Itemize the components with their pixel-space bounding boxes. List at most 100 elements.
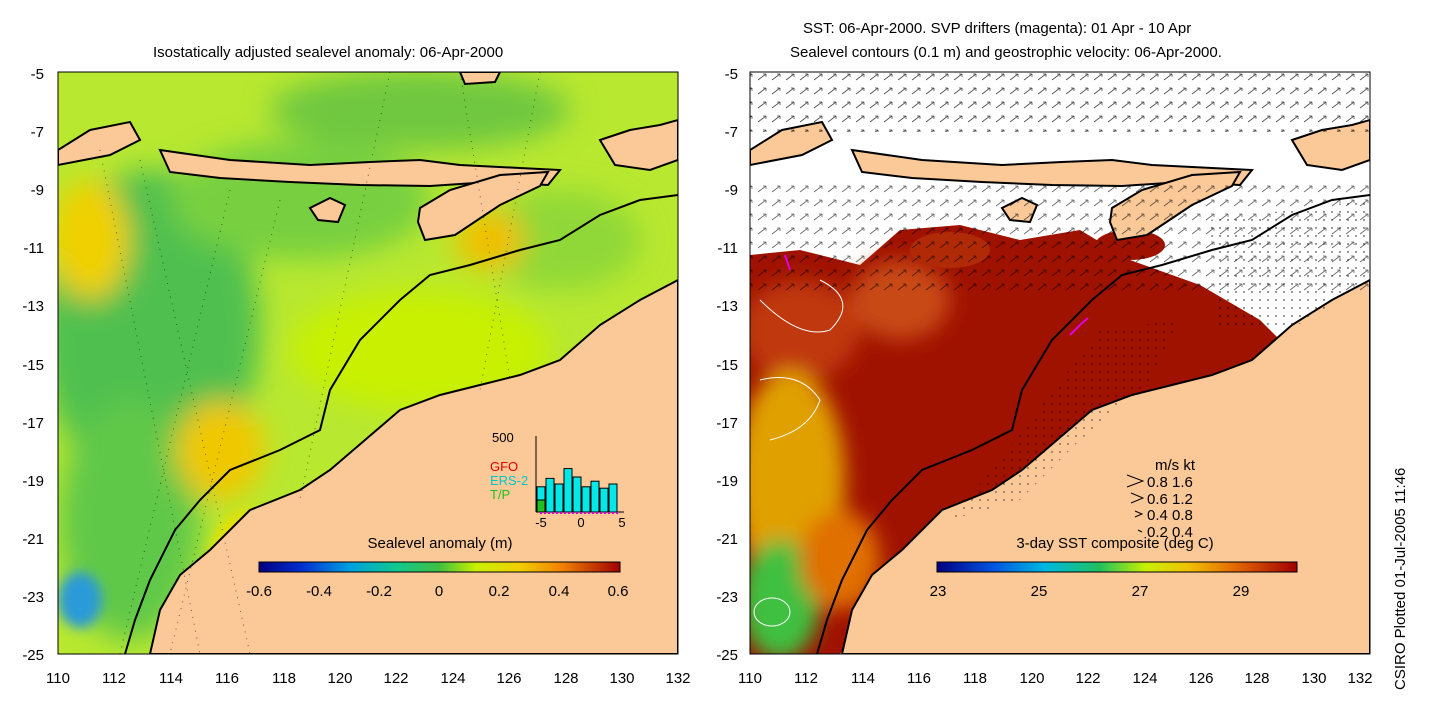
right-colorbar-ticks: 23 25 27 29 xyxy=(930,583,1250,600)
right-xtick: 126 xyxy=(1188,670,1213,687)
right-ytick: -5 xyxy=(725,66,738,83)
hist-xlabel: 0 xyxy=(577,515,584,530)
right-ytick: -21 xyxy=(716,531,738,548)
right-xtick: 120 xyxy=(1019,670,1044,687)
left-ground-tracks xyxy=(99,72,541,654)
right-xtick: 128 xyxy=(1244,670,1269,687)
hist-xlabel: 5 xyxy=(618,515,625,530)
hist-legend-tp: T/P xyxy=(490,487,510,502)
left-xtick: 128 xyxy=(553,670,578,687)
velocity-field-shelf xyxy=(1210,200,1370,330)
left-plot-frame xyxy=(57,71,679,655)
hist-bar xyxy=(554,483,564,513)
hist-bar xyxy=(590,480,600,513)
right-ytick: -17 xyxy=(716,415,738,432)
left-cbar-tick: -0.4 xyxy=(306,583,332,600)
left-y-axis: -5 -7 -9 -11 -13 -15 -17 -19 -21 -23 -25 xyxy=(22,66,44,664)
left-shelf-contour xyxy=(124,194,678,654)
sealevel-contours xyxy=(753,279,844,627)
right-xtick: 112 xyxy=(794,670,818,687)
hist-ymax: 500 xyxy=(492,430,514,445)
left-xtick: 124 xyxy=(440,670,465,687)
hist-legend-ers2: ERS-2 xyxy=(490,473,528,488)
left-ytick: -25 xyxy=(22,647,44,664)
right-xtick: 124 xyxy=(1132,670,1157,687)
left-colorbar-label: Sealevel anomaly (m) xyxy=(367,535,512,552)
velocity-legend-row: 0.2 0.4 xyxy=(1147,524,1193,541)
left-cbar-tick: -0.2 xyxy=(366,583,392,600)
right-xtick: 114 xyxy=(851,670,875,687)
left-ytick: -19 xyxy=(22,473,44,490)
histogram-inset: 500 GFO ERS-2 T/P -5 0 5 xyxy=(490,430,626,530)
left-ytick: -15 xyxy=(22,357,44,374)
right-ytick: -9 xyxy=(725,182,738,199)
velocity-legend-row: 0.4 0.8 xyxy=(1147,507,1193,524)
left-cbar-tick: 0.2 xyxy=(489,583,510,600)
right-xtick: 118 xyxy=(963,670,987,687)
left-ytick: -17 xyxy=(22,415,44,432)
velocity-legend-header: m/s kt xyxy=(1155,457,1196,474)
right-ytick: -11 xyxy=(717,240,738,257)
svp-drifters xyxy=(784,254,1089,336)
left-ytick: -11 xyxy=(23,240,44,257)
right-ytick: -19 xyxy=(716,473,738,490)
left-xtick: 112 xyxy=(102,670,126,687)
left-x-axis: 110 112 114 116 118 120 122 124 126 128 … xyxy=(46,670,690,687)
left-ytick: -23 xyxy=(22,589,44,606)
left-xtick: 110 xyxy=(46,670,70,687)
right-ytick: -23 xyxy=(716,589,738,606)
right-xtick: 132 xyxy=(1347,670,1372,687)
left-xtick: 132 xyxy=(665,670,690,687)
velocity-arrow-04 xyxy=(1134,510,1144,518)
left-cbar-tick: 0.6 xyxy=(608,583,629,600)
left-ytick: -13 xyxy=(22,298,44,315)
left-ytick: -21 xyxy=(22,531,44,548)
right-ytick: -25 xyxy=(716,647,738,664)
left-cbar-tick: -0.6 xyxy=(246,583,272,600)
right-xtick: 130 xyxy=(1301,670,1326,687)
right-cbar-tick: 27 xyxy=(1132,583,1149,600)
left-xtick: 116 xyxy=(215,670,239,687)
right-cbar-tick: 23 xyxy=(930,583,947,600)
velocity-arrow-02 xyxy=(1137,529,1143,533)
velocity-legend-row: 0.6 1.2 xyxy=(1147,491,1193,508)
right-ytick: -7 xyxy=(725,124,738,141)
right-plot-frame xyxy=(749,71,1371,655)
right-cbar-tick: 29 xyxy=(1233,583,1250,600)
right-colorbar xyxy=(936,561,1298,573)
velocity-legend-row: 0.8 1.6 xyxy=(1147,474,1193,491)
left-xtick: 118 xyxy=(272,670,296,687)
right-colorbar-label: 3-day SST composite (deg C) xyxy=(1016,535,1213,552)
hist-legend-gfo: GFO xyxy=(490,459,518,474)
right-shelf-contour xyxy=(816,194,1370,654)
left-ytick: -9 xyxy=(31,182,44,199)
velocity-legend: m/s kt 0.8 1.6 0.6 1.2 0.4 0.8 0.2 0.4 xyxy=(1126,457,1196,541)
right-y-axis: -5 -7 -9 -11 -13 -15 -17 -19 -21 -23 -25 xyxy=(716,66,738,664)
right-ytick: -15 xyxy=(716,357,738,374)
left-xtick: 122 xyxy=(383,670,408,687)
velocity-arrow-08 xyxy=(1126,474,1145,488)
left-colorbar-ticks: -0.6 -0.4 -0.2 0 0.2 0.4 0.6 xyxy=(246,583,628,600)
velocity-field-north xyxy=(750,72,1370,132)
left-panel-title: Isostatically adjusted sealevel anomaly:… xyxy=(153,44,504,61)
right-ytick: -13 xyxy=(716,298,738,315)
left-cbar-tick: 0 xyxy=(435,583,443,600)
right-panel-title-line1: SST: 06-Apr-2000. SVP drifters (magenta)… xyxy=(803,20,1192,37)
left-xtick: 130 xyxy=(609,670,634,687)
velocity-field-slope xyxy=(950,320,1180,520)
right-xtick: 122 xyxy=(1075,670,1100,687)
left-ytick: -5 xyxy=(31,66,44,83)
right-x-axis: 110 112 114 116 118 120 122 124 126 128 … xyxy=(738,670,1372,687)
right-panel-title-line2: Sealevel contours (0.1 m) and geostrophi… xyxy=(790,44,1222,61)
left-xtick: 114 xyxy=(159,670,183,687)
hist-xlabel: -5 xyxy=(535,515,547,530)
left-cbar-tick: 0.4 xyxy=(549,583,570,600)
left-colorbar xyxy=(258,561,621,573)
right-cbar-tick: 25 xyxy=(1031,583,1048,600)
left-land xyxy=(58,72,678,654)
right-xtick: 116 xyxy=(907,670,931,687)
plot-credit: CSIRO Plotted 01-Jul-2005 11:46 xyxy=(1392,467,1409,690)
right-xtick: 110 xyxy=(738,670,762,687)
